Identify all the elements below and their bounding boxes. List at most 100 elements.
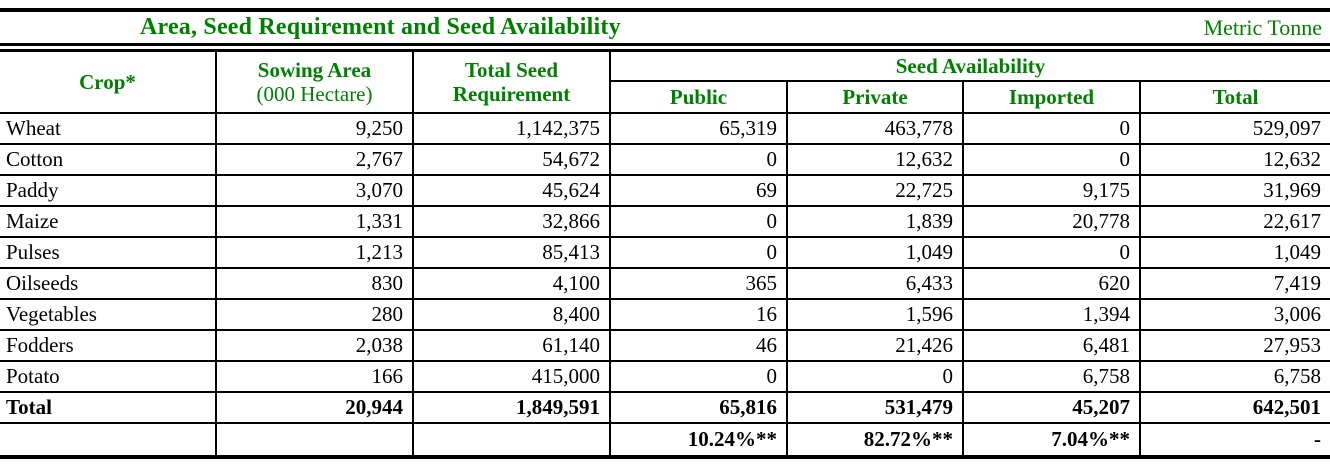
- cell-public: 0: [609, 143, 788, 176]
- header-seed-availability: Seed Availability: [608, 52, 1330, 82]
- cell-crop: Potato: [0, 360, 217, 393]
- table-row-percentages: 10.24%** 82.72%** 7.04%** -: [0, 422, 1330, 455]
- cell-sowing-area: 830: [215, 267, 414, 300]
- table-row-oilseeds: Oilseeds 830 4,100 365 6,433 620 7,419: [0, 267, 1330, 300]
- cell-total-seed-requirement: 85,413: [412, 236, 611, 269]
- header-private: Private: [786, 80, 964, 114]
- cell-private: 22,725: [786, 174, 964, 207]
- cell-public: 65,319: [609, 112, 788, 145]
- cell-total-total: 642,501: [1138, 391, 1330, 424]
- bottom-rule: [0, 455, 1330, 459]
- cell-crop-total: Total: [0, 391, 217, 424]
- cell-private: 1,596: [786, 298, 964, 331]
- cell-total-seed-requirement: 8,400: [412, 298, 611, 331]
- header-row-1: Crop* Sowing Area (000 Hectare) Total Se…: [0, 52, 1330, 114]
- table-caption-row: Area, Seed Requirement and Seed Availabi…: [0, 12, 1330, 43]
- cell-imported-total: 45,207: [962, 391, 1141, 424]
- cell-public: 69: [609, 174, 788, 207]
- cell-crop: Paddy: [0, 174, 217, 207]
- cell-private: 0: [786, 360, 964, 393]
- cell-total-seed-requirement-empty: [412, 422, 611, 455]
- cell-imported-percentage: 7.04%**: [962, 422, 1141, 455]
- cell-sowing-area: 280: [215, 298, 414, 331]
- cell-imported: 20,778: [962, 205, 1141, 238]
- cell-private: 6,433: [786, 267, 964, 300]
- cell-sowing-area: 3,070: [215, 174, 414, 207]
- cell-total: 31,969: [1138, 174, 1330, 207]
- header-total: Total: [1138, 80, 1330, 114]
- cell-imported: 0: [962, 143, 1141, 176]
- cell-total-dash: -: [1138, 422, 1330, 455]
- cell-imported: 6,758: [962, 360, 1141, 393]
- cell-sowing-area-empty: [215, 422, 414, 455]
- cell-public: 0: [609, 360, 788, 393]
- cell-total-seed-requirement: 4,100: [412, 267, 611, 300]
- cell-sowing-area-total: 20,944: [215, 391, 414, 424]
- table-row-cotton: Cotton 2,767 54,672 0 12,632 0 12,632: [0, 143, 1330, 176]
- cell-total: 1,049: [1138, 236, 1330, 269]
- table-row-potato: Potato 166 415,000 0 0 6,758 6,758: [0, 360, 1330, 393]
- cell-sowing-area: 166: [215, 360, 414, 393]
- cell-public: 46: [609, 329, 788, 362]
- cell-crop: Pulses: [0, 236, 217, 269]
- cell-total: 529,097: [1138, 112, 1330, 145]
- cell-crop: Wheat: [0, 112, 217, 145]
- cell-public-percentage: 10.24%**: [609, 422, 788, 455]
- double-rule: [0, 43, 1330, 52]
- cell-crop: Fodders: [0, 329, 217, 362]
- cell-imported: 1,394: [962, 298, 1141, 331]
- cell-total-seed-requirement: 45,624: [412, 174, 611, 207]
- table-row-maize: Maize 1,331 32,866 0 1,839 20,778 22,617: [0, 205, 1330, 238]
- cell-sowing-area: 9,250: [215, 112, 414, 145]
- header-total-seed-requirement: Total Seed Requirement: [412, 52, 611, 114]
- cell-public: 0: [609, 205, 788, 238]
- cell-crop: Oilseeds: [0, 267, 217, 300]
- cell-total-seed-requirement: 1,142,375: [412, 112, 611, 145]
- header-total-seed-line1: Total Seed: [464, 57, 559, 82]
- table-row-pulses: Pulses 1,213 85,413 0 1,049 0 1,049: [0, 236, 1330, 269]
- cell-public: 16: [609, 298, 788, 331]
- cell-imported: 620: [962, 267, 1141, 300]
- cell-total: 3,006: [1138, 298, 1330, 331]
- cell-total-seed-requirement: 61,140: [412, 329, 611, 362]
- table-row-fodders: Fodders 2,038 61,140 46 21,426 6,481 27,…: [0, 329, 1330, 362]
- cell-total: 22,617: [1138, 205, 1330, 238]
- header-public: Public: [610, 80, 788, 114]
- cell-public-total: 65,816: [609, 391, 788, 424]
- seed-data-table: Crop* Sowing Area (000 Hectare) Total Se…: [0, 52, 1330, 455]
- cell-crop: Cotton: [0, 143, 217, 176]
- header-sowing-area-title: Sowing Area: [257, 57, 372, 82]
- table-title: Area, Seed Requirement and Seed Availabi…: [140, 14, 621, 40]
- cell-sowing-area: 1,213: [215, 236, 414, 269]
- cell-public: 0: [609, 236, 788, 269]
- cell-imported: 6,481: [962, 329, 1141, 362]
- cell-total: 27,953: [1138, 329, 1330, 362]
- table-row-paddy: Paddy 3,070 45,624 69 22,725 9,175 31,96…: [0, 174, 1330, 207]
- cell-total-seed-requirement: 415,000: [412, 360, 611, 393]
- top-rule: [0, 8, 1330, 12]
- cell-sowing-area: 1,331: [215, 205, 414, 238]
- header-sowing-area-unit: (000 Hectare): [256, 82, 373, 106]
- table-row-wheat: Wheat 9,250 1,142,375 65,319 463,778 0 5…: [0, 112, 1330, 145]
- cell-private-total: 531,479: [786, 391, 964, 424]
- cell-private: 463,778: [786, 112, 964, 145]
- cell-imported: 0: [962, 236, 1141, 269]
- cell-public: 365: [609, 267, 788, 300]
- header-crop: Crop*: [0, 52, 217, 114]
- cell-imported: 9,175: [962, 174, 1141, 207]
- cell-total-seed-requirement: 32,866: [412, 205, 611, 238]
- cell-private: 21,426: [786, 329, 964, 362]
- header-imported: Imported: [962, 80, 1141, 114]
- cell-crop: Vegetables: [0, 298, 217, 331]
- table-row-total: Total 20,944 1,849,591 65,816 531,479 45…: [0, 391, 1330, 424]
- cell-imported: 0: [962, 112, 1141, 145]
- cell-total-seed-requirement: 54,672: [412, 143, 611, 176]
- cell-private: 1,839: [786, 205, 964, 238]
- table-row-vegetables: Vegetables 280 8,400 16 1,596 1,394 3,00…: [0, 298, 1330, 331]
- cell-crop: Maize: [0, 205, 217, 238]
- header-row-2: Public Private Imported Total: [0, 80, 1330, 114]
- header-sowing-area: Sowing Area (000 Hectare): [215, 52, 414, 114]
- cell-crop-empty: [0, 422, 217, 455]
- unit-label: Metric Tonne: [1203, 14, 1322, 40]
